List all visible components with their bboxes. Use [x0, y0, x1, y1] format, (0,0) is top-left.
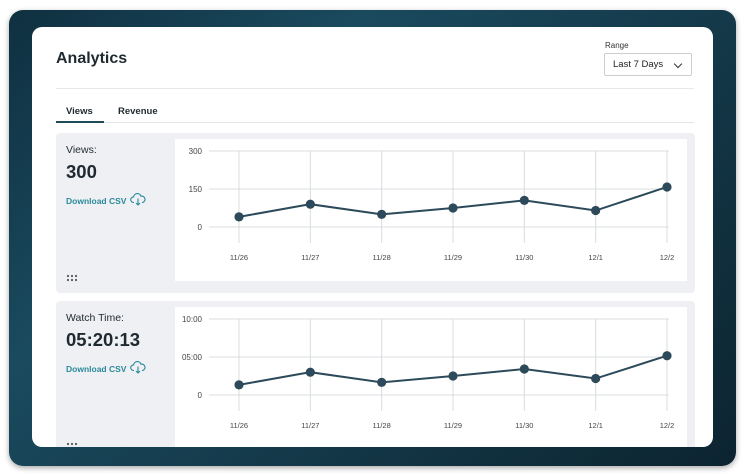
watch-time-card: Watch Time: 05:20:13 Download CSV 0 05:00… — [56, 301, 695, 447]
page-title: Analytics — [56, 50, 128, 67]
y-tick-label: 300 — [189, 147, 203, 156]
data-point — [377, 377, 387, 387]
x-tick-label: 12/2 — [660, 253, 675, 262]
y-tick-label: 150 — [189, 185, 203, 194]
range-select-value: Last 7 Days — [613, 59, 664, 70]
analytics-screen: Analytics Range Last 7 Days Views Revenu… — [32, 27, 713, 447]
views-card: Views: 300 Download CSV 0 150 300 11/26 11/2… — [56, 133, 695, 293]
x-tick-label: 12/1 — [588, 253, 603, 262]
data-point — [591, 373, 601, 384]
x-tick-label: 11/28 — [373, 421, 391, 430]
y-tick-label: 0 — [198, 391, 203, 400]
download-csv-link[interactable]: Download CSV — [66, 361, 146, 376]
y-tick-label: 05:00 — [182, 353, 203, 362]
data-point — [519, 364, 529, 374]
watch-time-label: Watch Time: — [66, 312, 124, 324]
x-tick-label: 11/29 — [444, 421, 462, 430]
cloud-download-icon — [130, 193, 146, 208]
active-tab-indicator — [56, 121, 104, 123]
data-point — [591, 205, 601, 216]
download-csv-link[interactable]: Download CSV — [66, 193, 146, 208]
x-tick-label: 12/1 — [588, 421, 603, 430]
tab-views[interactable]: Views — [66, 106, 93, 117]
x-tick-label: 11/26 — [230, 253, 248, 262]
cloud-download-icon — [130, 361, 146, 376]
download-csv-label: Download CSV — [66, 363, 127, 374]
views-label: Views: — [66, 144, 97, 156]
drag-handle-icon[interactable] — [66, 269, 78, 282]
x-tick-label: 11/30 — [515, 421, 533, 430]
x-tick-label: 11/28 — [373, 253, 391, 262]
y-tick-label: 0 — [198, 223, 203, 232]
y-tick-label: 10:00 — [182, 315, 203, 324]
x-tick-label: 11/30 — [515, 253, 533, 262]
chevron-down-icon — [673, 59, 683, 69]
data-point — [305, 199, 315, 209]
tabs-divider — [56, 122, 694, 123]
x-tick-label: 11/27 — [301, 421, 319, 430]
views-chart-svg: 0 150 300 11/26 11/27 11/28 11/29 11/30 12/1 12/2 — [189, 147, 675, 262]
x-tick-label: 12/2 — [660, 421, 675, 430]
data-point — [662, 351, 672, 361]
views-value: 300 — [66, 161, 97, 182]
download-csv-label: Download CSV — [66, 195, 127, 206]
data-point — [234, 212, 244, 222]
tab-revenue[interactable]: Revenue — [118, 106, 158, 117]
data-point — [448, 371, 458, 381]
watch-time-chart-svg: 0 05:00 10:00 11/26 11/27 11/28 11/29 11/30 12/1… — [182, 315, 675, 430]
drag-handle-icon[interactable] — [66, 437, 78, 447]
data-point — [234, 380, 244, 390]
data-point — [377, 209, 387, 219]
data-point — [305, 367, 315, 377]
x-tick-label: 11/26 — [230, 421, 248, 430]
watch-time-chart: 0 05:00 10:00 11/26 11/27 11/28 11/29 11/30 12/1… — [175, 307, 687, 447]
x-tick-label: 11/29 — [444, 253, 462, 262]
range-label: Range — [605, 41, 629, 50]
range-select[interactable]: Last 7 Days — [604, 53, 692, 76]
data-point — [519, 195, 529, 205]
watch-time-value: 05:20:13 — [66, 329, 141, 350]
views-chart: 0 150 300 11/26 11/27 11/28 11/29 11/30 12/1 12/2 — [175, 139, 687, 281]
data-point — [448, 203, 458, 213]
x-tick-label: 11/27 — [301, 253, 319, 262]
header-divider — [56, 88, 694, 89]
data-point — [662, 182, 672, 192]
